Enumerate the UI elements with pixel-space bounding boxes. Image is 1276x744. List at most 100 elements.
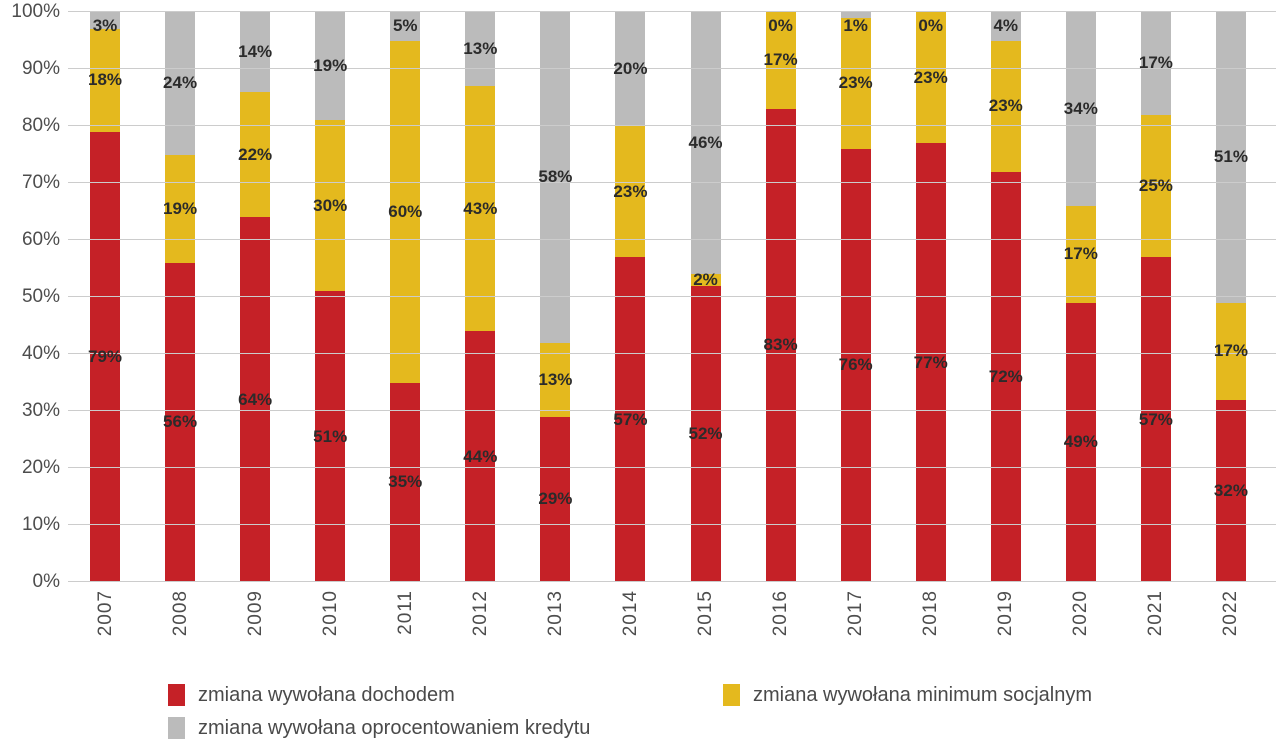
segment-value-label: 24% [163, 73, 198, 93]
x-tick-cell: 2022 [1216, 590, 1246, 656]
x-tick-cell: 2013 [540, 590, 570, 656]
x-axis: 2007 2008 2009 2010 2011 2012 2013 2014 2015 2016… [68, 590, 1276, 656]
gridline [68, 296, 1276, 297]
legend-label-loan-interest: zmiana wywołana oprocentowaniem kredytu [198, 717, 591, 739]
bar-2010: 51% 30% 19% [313, 12, 348, 582]
segment-value-label: 32% [1213, 480, 1248, 500]
bar-segment [165, 12, 196, 155]
bar-segment [915, 12, 946, 144]
bar-segment [540, 342, 571, 417]
bar-segment [165, 262, 196, 582]
segment-value-label: 13% [538, 369, 573, 389]
segment-value-label: 23% [913, 67, 948, 87]
x-tick-cell: 2021 [1141, 590, 1171, 656]
y-tick-label: 30% [21, 400, 60, 421]
segment-value-label: 25% [1138, 175, 1173, 195]
segment-value-label: 44% [463, 446, 498, 466]
bar-segment [540, 12, 571, 343]
y-tick-label: 50% [21, 286, 60, 307]
segment-value-label: 3% [92, 16, 118, 36]
y-tick-label: 70% [21, 172, 60, 193]
x-tick-cell: 2009 [240, 590, 270, 656]
bar-segment [465, 86, 496, 332]
segment-value-label: 49% [1063, 432, 1098, 452]
segment-value-label: 83% [763, 335, 798, 355]
bar-segment [990, 40, 1021, 172]
bar-segment [90, 12, 120, 30]
gridline [68, 125, 1276, 126]
x-tick-label: 2009 [244, 590, 266, 637]
x-tick-cell: 2016 [766, 590, 796, 656]
bar-2020: 49% 17% 34% [1063, 12, 1098, 582]
bar-segment [990, 171, 1021, 582]
y-tick-label: 60% [21, 229, 60, 250]
legend-swatch-yellow [723, 684, 740, 706]
segment-value-label: 52% [688, 423, 723, 443]
segment-value-label: 23% [613, 181, 648, 201]
y-tick-label: 80% [21, 115, 60, 136]
segment-value-label: 17% [1213, 341, 1248, 361]
y-tick-label: 20% [21, 457, 60, 478]
bar-segment [315, 12, 346, 121]
bar-segment [465, 12, 496, 87]
legend-label-income: zmiana wywołana dochodem [198, 684, 455, 706]
segment-value-label: 1% [843, 16, 868, 36]
bar-segment [240, 91, 271, 218]
legend-label-social-minimum: zmiana wywołana minimum socjalnym [753, 684, 1092, 706]
x-tick-label: 2016 [770, 590, 792, 637]
bar-segment [390, 382, 421, 582]
y-tick-label: 40% [21, 343, 60, 364]
x-tick-label: 2010 [319, 590, 341, 637]
x-tick-label: 2017 [845, 590, 867, 637]
bar-2007: 79% 18% 3% [87, 12, 123, 582]
x-tick-cell: 2015 [691, 590, 721, 656]
segment-value-label: 5% [392, 16, 418, 36]
x-tick-cell: 2007 [90, 590, 120, 656]
segment-value-label: 23% [988, 96, 1023, 116]
bar-segment [1140, 257, 1171, 582]
bar-segment [240, 217, 271, 582]
segment-value-label: 72% [988, 366, 1023, 386]
x-tick-cell: 2017 [841, 590, 871, 656]
segment-value-label: 29% [538, 489, 573, 509]
gridline [68, 182, 1276, 183]
bar-2008: 56% 19% 24% [163, 12, 198, 582]
x-tick-label: 2018 [920, 590, 942, 637]
segment-value-label: 19% [163, 198, 198, 218]
legend-swatch-gray [168, 717, 185, 739]
gridline [68, 68, 1276, 69]
legend-item-income: zmiana wywołana dochodem [168, 683, 455, 707]
bar-segment [390, 12, 421, 41]
segment-value-label: 58% [538, 167, 573, 187]
legend-item-loan-interest: zmiana wywołana oprocentowaniem kredytu [168, 716, 590, 740]
bar-2013: 29% 13% 58% [538, 12, 573, 582]
segment-value-label: 23% [838, 73, 873, 93]
segment-value-label: 30% [313, 195, 348, 215]
bar-segment [1215, 302, 1246, 400]
segment-value-label: 17% [1063, 244, 1098, 264]
segment-value-label: 17% [1138, 53, 1173, 73]
segment-value-label: 76% [838, 355, 873, 375]
bar-2011: 35% 60% 5% [388, 12, 422, 582]
segment-value-label: 79% [87, 346, 123, 366]
gridline [68, 11, 1276, 12]
bar-segment [90, 29, 120, 132]
x-tick-label: 2020 [1070, 590, 1092, 637]
x-tick-cell: 2011 [390, 590, 420, 656]
bar-segment [1065, 12, 1096, 206]
plot-area: 79% 18% 3% 56% 19% 24% 64% 22% 14% 51% 30% 19% 35% 60… [68, 11, 1276, 582]
bar-segment [1065, 302, 1096, 582]
bar-segment [1065, 205, 1096, 303]
segment-value-label: 43% [463, 198, 498, 218]
gridline [68, 524, 1276, 525]
segment-value-label: 51% [313, 426, 348, 446]
x-tick-cell: 2020 [1066, 590, 1096, 656]
bar-segment [165, 154, 196, 263]
x-tick-cell: 2010 [315, 590, 345, 656]
y-tick-label: 10% [21, 514, 60, 535]
segment-value-label: 57% [613, 409, 648, 429]
y-tick-label: 100% [11, 1, 60, 22]
segment-value-label: 0% [918, 16, 943, 36]
bar-2017: 76% 23% 1% [838, 12, 873, 582]
gridline [68, 581, 1276, 582]
